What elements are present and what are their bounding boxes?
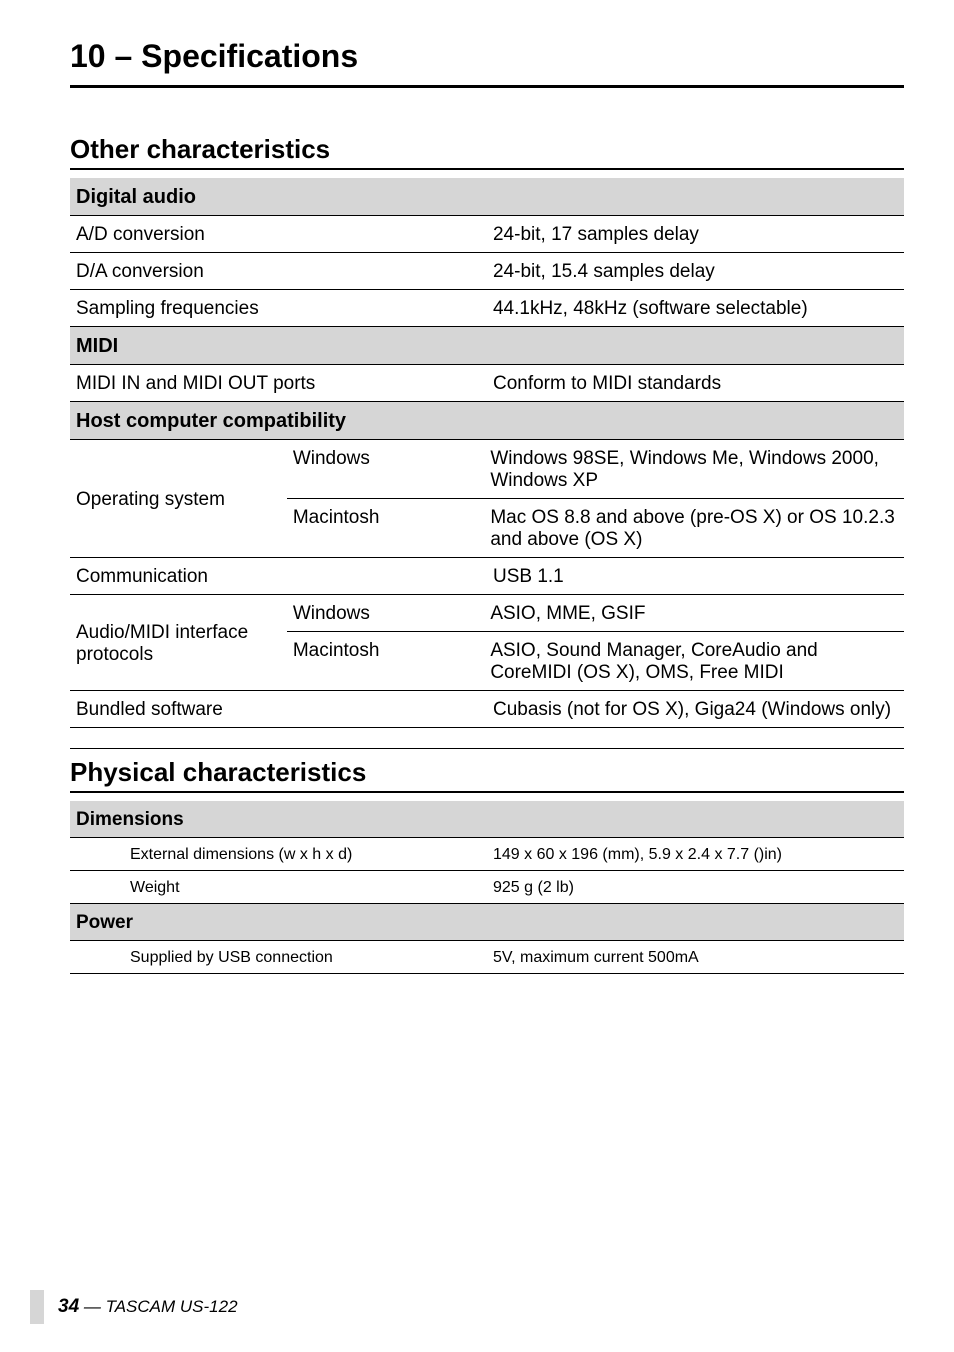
cell-value: USB 1.1: [487, 558, 904, 595]
row-communication: Communication USB 1.1: [70, 558, 904, 595]
page-footer: 34 — TASCAM US-122: [30, 1290, 238, 1324]
subhead-label: Dimensions: [70, 801, 904, 838]
cell-value: Cubasis (not for OS X), Giga24 (Windows …: [487, 691, 904, 728]
row-operating-system: Operating system Windows Windows 98SE, W…: [70, 440, 904, 558]
cell-value: 24-bit, 17 samples delay: [487, 216, 904, 253]
cell-label: Sampling frequencies: [70, 290, 487, 327]
cell-value: ASIO, MME, GSIF: [484, 595, 904, 632]
page: 10 – Specifications Other characteristic…: [0, 0, 954, 1352]
cell-label: Communication: [70, 558, 487, 595]
row-ext-dimensions: External dimensions (w x h x d) 149 x 60…: [70, 838, 904, 871]
cell-sub: Macintosh: [287, 499, 484, 558]
cell-value: Conform to MIDI standards: [487, 365, 904, 402]
row-proto-mac: Macintosh ASIO, Sound Manager, CoreAudio…: [287, 632, 904, 691]
cell-label: Bundled software: [70, 691, 487, 728]
cell-label: Audio/MIDI interface protocols: [70, 595, 287, 691]
table-physical: Dimensions External dimensions (w x h x …: [70, 801, 904, 974]
subhead-label: Digital audio: [70, 178, 904, 216]
cell-label: External dimensions (w x h x d): [70, 838, 487, 871]
row-power-supply: Supplied by USB connection 5V, maximum c…: [70, 941, 904, 974]
subhead-midi: MIDI: [70, 327, 904, 365]
table-other: Digital audio A/D conversion 24-bit, 17 …: [70, 178, 904, 728]
cell-label: Weight: [70, 871, 487, 904]
row-proto-windows: Windows ASIO, MME, GSIF: [287, 595, 904, 632]
row-sampling-freq: Sampling frequencies 44.1kHz, 48kHz (sof…: [70, 290, 904, 327]
row-protocols: Audio/MIDI interface protocols Windows A…: [70, 595, 904, 691]
page-number: 34: [58, 1296, 79, 1317]
cell-label: Supplied by USB connection: [70, 941, 487, 974]
cell-value: Windows 98SE, Windows Me, Windows 2000, …: [484, 440, 904, 499]
cell-value: 925 g (2 lb): [487, 871, 904, 904]
subhead-label: Power: [70, 904, 904, 941]
footer-bar-icon: [30, 1290, 44, 1324]
cell-value: 24-bit, 15.4 samples delay: [487, 253, 904, 290]
inner-os: Windows Windows 98SE, Windows Me, Window…: [287, 440, 904, 557]
row-midi-ports: MIDI IN and MIDI OUT ports Conform to MI…: [70, 365, 904, 402]
row-da-conversion: D/A conversion 24-bit, 15.4 samples dela…: [70, 253, 904, 290]
subhead-digital-audio: Digital audio: [70, 178, 904, 216]
chapter-title: 10 – Specifications: [70, 38, 904, 88]
row-os-windows: Windows Windows 98SE, Windows Me, Window…: [287, 440, 904, 499]
cell-label: D/A conversion: [70, 253, 487, 290]
subhead-label: Host computer compatibility: [70, 402, 904, 440]
cell-sub: Windows: [287, 440, 484, 499]
cell-value: 44.1kHz, 48kHz (software selectable): [487, 290, 904, 327]
cell-label: Operating system: [70, 440, 287, 558]
section-physical-title: Physical characteristics: [70, 748, 904, 793]
subhead-power: Power: [70, 904, 904, 941]
row-ad-conversion: A/D conversion 24-bit, 17 samples delay: [70, 216, 904, 253]
cell-label: MIDI IN and MIDI OUT ports: [70, 365, 487, 402]
cell-label: A/D conversion: [70, 216, 487, 253]
cell-value: ASIO, Sound Manager, CoreAudio and CoreM…: [484, 632, 904, 691]
footer-text: 34 — TASCAM US-122: [58, 1296, 238, 1318]
cell-value: 5V, maximum current 500mA: [487, 941, 904, 974]
cell-value: 149 x 60 x 196 (mm), 5.9 x 2.4 x 7.7 ()i…: [487, 838, 904, 871]
cell-value: Mac OS 8.8 and above (pre-OS X) or OS 10…: [484, 499, 904, 558]
footer-sep: —: [79, 1297, 105, 1316]
cell-sub: Macintosh: [287, 632, 484, 691]
inner-protocols: Windows ASIO, MME, GSIF Macintosh ASIO, …: [287, 595, 904, 690]
subhead-dimensions: Dimensions: [70, 801, 904, 838]
section-other-title: Other characteristics: [70, 134, 904, 170]
row-bundled-software: Bundled software Cubasis (not for OS X),…: [70, 691, 904, 728]
row-os-mac: Macintosh Mac OS 8.8 and above (pre-OS X…: [287, 499, 904, 558]
footer-product: TASCAM US-122: [106, 1297, 238, 1316]
cell-sub: Windows: [287, 595, 484, 632]
subhead-host-compat: Host computer compatibility: [70, 402, 904, 440]
row-weight: Weight 925 g (2 lb): [70, 871, 904, 904]
subhead-label: MIDI: [70, 327, 904, 365]
